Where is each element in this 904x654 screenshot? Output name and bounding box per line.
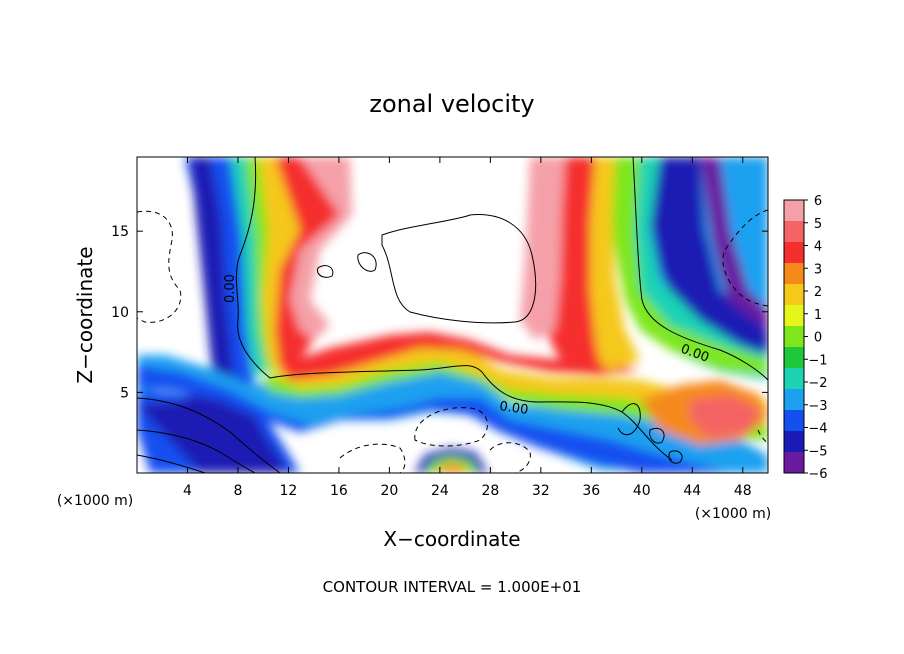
colorbar-label-10: −4 [808, 422, 827, 437]
dashed-contours [137, 209, 768, 473]
x-tick-label-1: 8 [233, 483, 242, 499]
x-axis-label: X−coordinate [383, 527, 520, 551]
colorbar-label-0: 6 [814, 194, 822, 209]
colorbar-swatch-2 [784, 242, 804, 264]
x-tick-label-6: 28 [481, 483, 499, 499]
zero-contour-island [381, 214, 537, 324]
zero-contour-small-2 [316, 265, 334, 278]
colorbar: 6 5 4 3 2 1 0 −1 −2 −3 −4 −5 −6 [783, 194, 828, 482]
zero-contour-right [632, 157, 768, 381]
colorbar-label-5: 1 [814, 308, 822, 323]
contour-label-1: 0.00 [223, 274, 238, 303]
plot-area: 0.00 0.00 0.00 [136, 156, 769, 474]
colorbar-swatch-5 [784, 305, 804, 327]
colorbar-label-9: −3 [808, 399, 827, 414]
x-tick-label-2: 12 [280, 483, 298, 499]
zero-contour-left [235, 157, 673, 461]
zero-contour-lower [137, 397, 281, 473]
x-tick-label-5: 24 [431, 483, 449, 499]
color-shading [137, 157, 768, 473]
x-tick-label-10: 44 [683, 483, 701, 499]
contour-right-loop-1 [617, 403, 641, 436]
contour-right-loop-2 [649, 427, 665, 444]
dashed-contour-right-2 [757, 429, 768, 446]
colorbar-swatch-0 [784, 200, 804, 222]
colorbar-swatch-10 [784, 410, 804, 432]
colorbar-label-1: 5 [814, 217, 822, 232]
x-tick-label-3: 16 [330, 483, 348, 499]
colorbar-swatch-7 [784, 347, 804, 369]
colorbar-swatch-4 [784, 284, 804, 306]
contour-lower-left-2 [137, 454, 206, 473]
y-axis: 5 10 15 [111, 224, 768, 401]
x-axis: 4 8 12 16 20 24 28 32 36 40 44 48 [183, 157, 752, 499]
x-unit-left: (×1000 m) [57, 493, 133, 509]
dashed-contour-left [137, 210, 182, 323]
contour-lower-left [137, 429, 256, 473]
y-axis-label: Z−coordinate [73, 246, 97, 383]
contour-label-2: 0.00 [498, 399, 529, 418]
dashed-contour-bottom-3 [489, 442, 531, 473]
velocity-field: 0.00 0.00 0.00 [137, 157, 768, 473]
colorbar-label-8: −2 [808, 376, 827, 391]
contour-interval-footer: CONTOUR INTERVAL = 1.000E+01 [323, 578, 582, 596]
colorbar-swatch-3 [784, 263, 804, 285]
plot-frame [136, 156, 769, 474]
colorbar-swatch-12 [784, 452, 804, 474]
colorbar-label-3: 3 [814, 262, 822, 277]
colorbar-swatch-8 [784, 368, 804, 390]
x-tick-label-8: 36 [582, 483, 600, 499]
colorbar-label-6: 0 [814, 331, 822, 346]
colorbar-label-11: −5 [808, 444, 827, 459]
zero-contour-small-1 [357, 252, 377, 272]
dashed-contour-bottom-2 [339, 443, 406, 473]
x-tick-label-7: 32 [532, 483, 550, 499]
dashed-contour-bottom-1 [414, 407, 488, 447]
dashed-contour-right [722, 209, 768, 307]
chart-title: zonal velocity [369, 90, 534, 118]
x-tick-label-9: 40 [633, 483, 651, 499]
colorbar-label-4: 2 [814, 285, 822, 300]
y-tick-label-0: 5 [120, 385, 129, 401]
x-tick-label-0: 4 [183, 483, 192, 499]
x-tick-label-11: 48 [734, 483, 752, 499]
contour-right-loop-3 [668, 450, 683, 464]
y-tick-label-2: 15 [111, 224, 129, 240]
contour-lines [137, 157, 768, 473]
y-tick-label-1: 10 [111, 305, 129, 321]
colorbar-label-2: 4 [814, 240, 822, 255]
colorbar-swatch-6 [784, 326, 804, 348]
x-unit-right: (×1000 m) [695, 506, 771, 522]
colorbar-label-7: −1 [808, 353, 827, 368]
colorbar-swatch-1 [784, 221, 804, 243]
colorbar-swatch-11 [784, 431, 804, 453]
colorbar-label-12: −6 [808, 467, 827, 482]
colorbar-swatch-9 [784, 389, 804, 411]
x-tick-label-4: 20 [380, 483, 398, 499]
